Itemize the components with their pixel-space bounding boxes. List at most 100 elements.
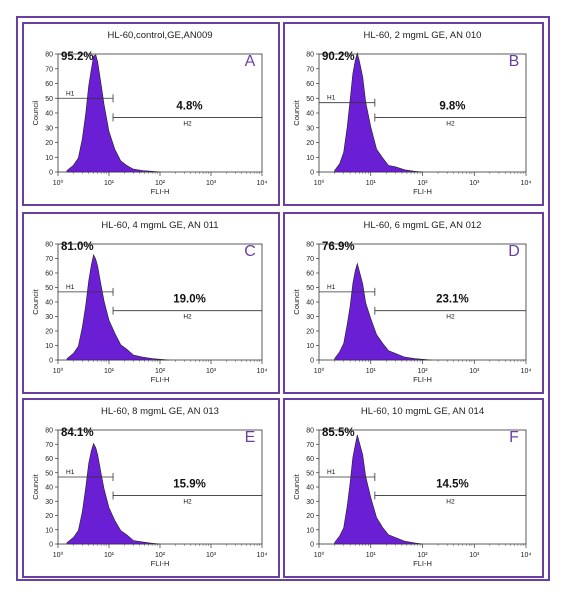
y-tick-label: 70 — [306, 256, 314, 263]
y-axis-label: Councit — [31, 288, 40, 314]
y-tick-label: 80 — [45, 428, 53, 435]
y-tick-label: 30 — [45, 314, 53, 321]
y-tick-label: 70 — [306, 66, 314, 73]
y-tick-label: 0 — [49, 358, 53, 365]
y-tick-label: 70 — [45, 256, 53, 263]
x-axis-label: FLI-H — [151, 375, 170, 384]
panel-title: HL-60, 6 mgmL GE, AN 012 — [364, 220, 482, 231]
x-tick-label: 10³ — [206, 368, 217, 375]
x-axis-label: FLI-H — [151, 187, 170, 196]
x-tick-label: 10⁴ — [257, 180, 268, 187]
x-tick-label: 10³ — [206, 552, 217, 559]
y-tick-label: 40 — [306, 485, 314, 492]
x-tick-label: 10⁰ — [53, 551, 64, 559]
gate-h2-percent: 19.0% — [173, 294, 206, 306]
gate-h1-percent: 84.1% — [61, 427, 94, 439]
panel-letter: E — [245, 429, 256, 446]
y-tick-label: 50 — [306, 285, 314, 292]
y-tick-label: 40 — [306, 300, 314, 307]
figure-border — [16, 16, 550, 581]
gate-h2-name: H2 — [446, 314, 455, 321]
x-tick-label: 10⁴ — [521, 552, 532, 559]
x-tick-label: 10³ — [469, 180, 480, 187]
x-tick-label: 10¹ — [104, 180, 115, 187]
y-tick-label: 60 — [306, 81, 314, 88]
x-tick-label: 10² — [417, 368, 428, 375]
panel-title: HL-60, 2 mgmL GE, AN 010 — [364, 30, 482, 41]
panel-title: HL-60, 8 mgmL GE, AN 013 — [101, 406, 219, 417]
x-tick-label: 10² — [417, 552, 428, 559]
y-tick-label: 0 — [310, 358, 314, 365]
y-tick-label: 50 — [45, 285, 53, 292]
x-tick-label: 10⁴ — [521, 180, 532, 187]
y-tick-label: 10 — [45, 527, 53, 534]
gate-h2-percent: 15.9% — [173, 479, 206, 491]
y-tick-label: 80 — [306, 428, 314, 435]
panel-f: HL-60, 10 mgmL GE, AN 014 F 0 10 20 30 40 50 60 7… — [283, 398, 544, 578]
y-tick-label: 60 — [306, 271, 314, 278]
gate-h1-percent: 85.5% — [322, 427, 355, 439]
panel-a: HL-60,control,GE,AN009 A 0 10 20 30 40 50 60 70 80… — [22, 22, 280, 206]
y-tick-label: 10 — [306, 527, 314, 534]
y-tick-label: 30 — [306, 314, 314, 321]
y-tick-label: 10 — [45, 343, 53, 350]
x-tick-label: 10³ — [206, 180, 217, 187]
x-tick-label: 10³ — [469, 368, 480, 375]
panel-c: HL-60, 4 mgmL GE, AN 011 C 0 10 20 30 40 50 60 70… — [22, 212, 280, 394]
y-tick-label: 50 — [306, 96, 314, 103]
panel-letter: C — [244, 243, 256, 260]
panel-title: HL-60,control,GE,AN009 — [107, 30, 212, 41]
gate-h1-name: H1 — [66, 469, 75, 476]
panel-title: HL-60, 10 mgmL GE, AN 014 — [361, 406, 484, 417]
histogram-area — [334, 262, 432, 361]
x-tick-label: 10⁴ — [257, 552, 268, 559]
x-tick-label: 10⁴ — [257, 368, 268, 375]
x-tick-label: 10¹ — [104, 552, 115, 559]
y-tick-label: 20 — [45, 140, 53, 147]
y-tick-label: 40 — [45, 111, 53, 118]
y-tick-label: 60 — [45, 271, 53, 278]
y-tick-label: 80 — [45, 242, 53, 249]
panel-letter: F — [509, 429, 519, 446]
x-tick-label: 10³ — [469, 552, 480, 559]
gate-h2-percent: 14.5% — [436, 479, 469, 491]
histogram-plot: HL-60, 8 mgmL GE, AN 013 E 0 10 20 30 40 50 60 70… — [31, 406, 268, 568]
panel-d: HL-60, 6 mgmL GE, AN 012 D 0 10 20 30 40 50 60 70… — [283, 212, 544, 394]
y-tick-label: 10 — [45, 155, 53, 162]
y-tick-label: 20 — [306, 329, 314, 336]
x-tick-label: 10⁰ — [314, 551, 325, 559]
x-tick-label: 10¹ — [104, 368, 115, 375]
y-tick-label: 0 — [310, 542, 314, 549]
y-tick-label: 30 — [45, 499, 53, 506]
gate-h2-name: H2 — [183, 499, 192, 506]
histogram-area — [66, 253, 170, 361]
y-tick-label: 0 — [49, 170, 53, 177]
histogram-area — [334, 434, 423, 545]
y-axis-label: Councit — [292, 99, 301, 125]
x-tick-label: 10¹ — [366, 552, 377, 559]
x-axis-label: FLI-H — [413, 559, 432, 568]
y-tick-label: 40 — [45, 485, 53, 492]
x-tick-label: 10² — [155, 368, 166, 375]
histogram-area — [66, 442, 161, 545]
x-tick-label: 10¹ — [366, 180, 377, 187]
gate-h1-name: H1 — [66, 90, 75, 97]
gate-h1-percent: 76.9% — [322, 241, 355, 253]
y-tick-label: 70 — [45, 66, 53, 73]
x-tick-label: 10⁰ — [314, 179, 325, 187]
panel-letter: A — [245, 53, 256, 70]
y-tick-label: 60 — [45, 81, 53, 88]
gate-h1-name: H1 — [327, 284, 336, 291]
y-tick-label: 80 — [306, 52, 314, 59]
gate-h2-percent: 23.1% — [436, 294, 469, 306]
y-tick-label: 0 — [49, 542, 53, 549]
y-tick-label: 60 — [306, 456, 314, 463]
x-tick-label: 10¹ — [366, 368, 377, 375]
y-tick-label: 20 — [306, 513, 314, 520]
y-tick-label: 0 — [310, 170, 314, 177]
histogram-plot: HL-60,control,GE,AN009 A 0 10 20 30 40 50 60 70 80… — [31, 30, 268, 196]
x-tick-label: 10⁰ — [53, 367, 64, 375]
y-tick-label: 20 — [45, 513, 53, 520]
gate-h1-percent: 81.0% — [61, 241, 94, 253]
